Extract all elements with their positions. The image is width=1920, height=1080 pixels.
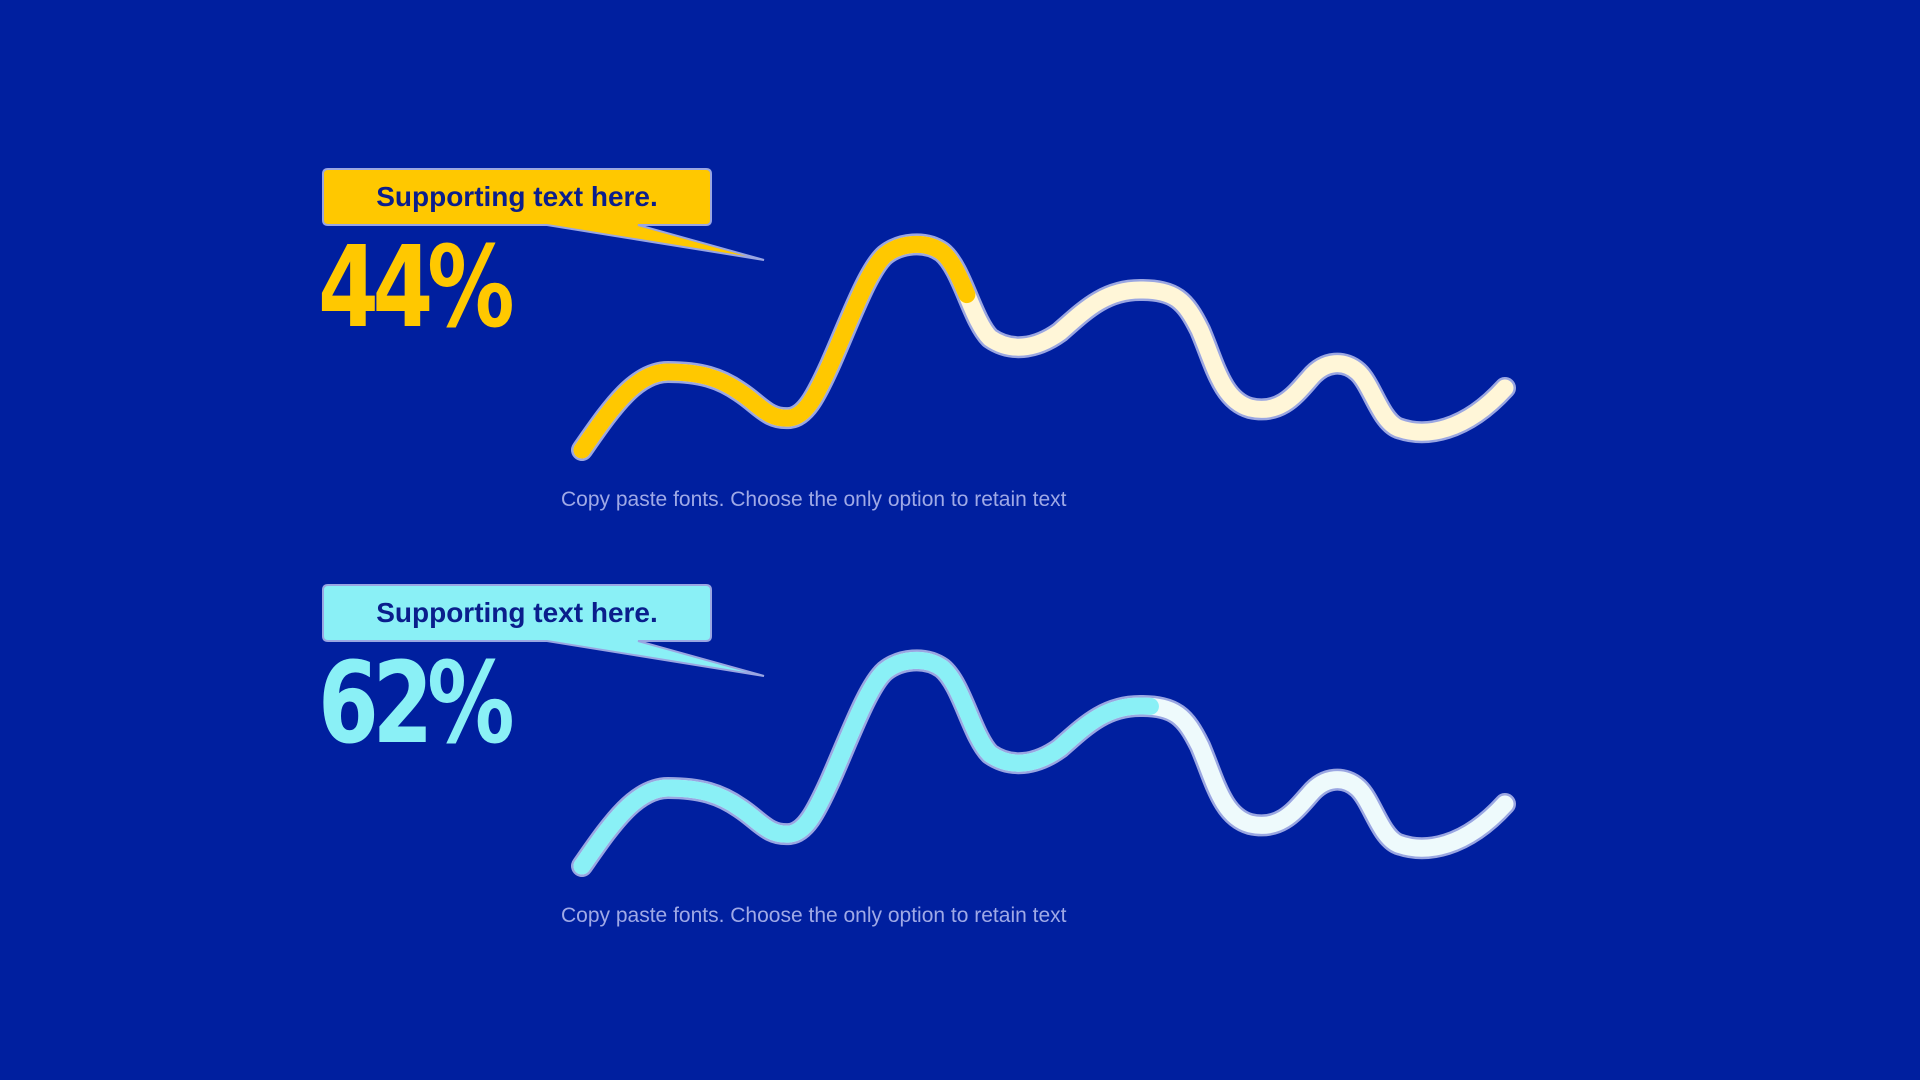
wave-filled <box>573 235 1514 459</box>
percent-value: 62% <box>318 639 515 769</box>
progress-wave <box>571 233 1516 461</box>
wave-filled <box>573 651 1514 875</box>
callout-shape <box>322 168 765 261</box>
progress-wave <box>571 649 1516 877</box>
callout-shape <box>322 584 765 677</box>
callout-bubble: Supporting text here. <box>322 584 765 677</box>
callout-label: Supporting text here. <box>376 597 658 628</box>
callout-outline <box>322 168 765 261</box>
callout-bubble: Supporting text here. <box>322 168 765 261</box>
metric-block-1: Supporting text here. 44% Copy paste fon… <box>0 0 1920 511</box>
metric-block-2: Supporting text here. 62% Copy paste fon… <box>0 416 1920 927</box>
caption-text: Copy paste fonts. Choose the only option… <box>561 488 1067 511</box>
percent-value: 44% <box>318 223 515 353</box>
callout-label: Supporting text here. <box>376 181 658 212</box>
caption-text: Copy paste fonts. Choose the only option… <box>561 904 1067 927</box>
callout-outline <box>322 584 765 677</box>
